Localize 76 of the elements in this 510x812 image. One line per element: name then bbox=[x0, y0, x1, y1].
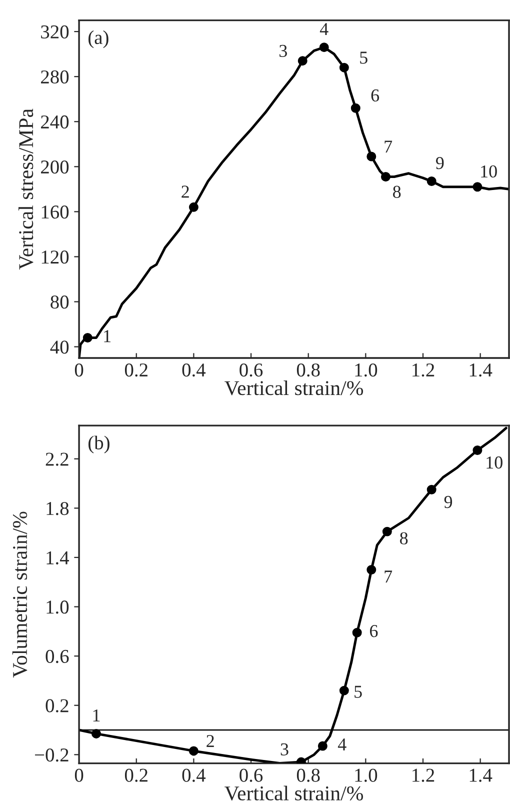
x-tick-label: 0.4 bbox=[182, 363, 206, 377]
x-tick-label: 1.0 bbox=[355, 768, 378, 782]
x-axis-title: Vertical strain/% bbox=[224, 786, 364, 801]
y-tick-label: 320 bbox=[41, 25, 69, 38]
point bbox=[426, 484, 436, 494]
x-tick-label: 0.2 bbox=[124, 768, 148, 782]
x-tick-label: 0 bbox=[74, 768, 84, 782]
annotation: 8 bbox=[393, 186, 401, 198]
x-axis-title: Vertical strain/% bbox=[224, 380, 364, 396]
y-tick-label: 0.2 bbox=[46, 699, 68, 712]
annotation: 1 bbox=[104, 330, 111, 342]
point bbox=[426, 176, 436, 186]
y-tick-label: 40 bbox=[50, 340, 69, 354]
point bbox=[92, 728, 101, 738]
x-tick-label: 0.6 bbox=[240, 363, 263, 377]
annotation: 3 bbox=[280, 44, 287, 58]
annotation: 2 bbox=[206, 735, 214, 747]
point bbox=[188, 202, 198, 212]
point bbox=[350, 103, 360, 113]
point bbox=[82, 333, 92, 343]
y-tick-label: 1.4 bbox=[46, 551, 70, 564]
y-axis-title: Vertical stress/MPa bbox=[18, 108, 34, 270]
annotation: (b) bbox=[88, 436, 110, 454]
point bbox=[319, 42, 329, 52]
annotation: 2 bbox=[182, 186, 189, 198]
y-tick-label: 200 bbox=[41, 160, 69, 174]
point bbox=[366, 565, 376, 575]
point bbox=[318, 741, 328, 751]
annotation: 6 bbox=[370, 625, 378, 638]
annotation: 3 bbox=[280, 743, 288, 756]
annotation: 7 bbox=[384, 140, 392, 153]
annotation: 1 bbox=[93, 709, 100, 722]
x-tick-label: 1.4 bbox=[470, 364, 492, 377]
annotation: 5 bbox=[354, 686, 362, 698]
point bbox=[472, 182, 482, 192]
point bbox=[188, 746, 198, 756]
y-tick-label: 160 bbox=[42, 205, 69, 219]
x-tick-label: 1.2 bbox=[412, 768, 434, 782]
x-tick-label: 1.2 bbox=[412, 363, 434, 377]
x-tick-label: 0.8 bbox=[296, 768, 320, 782]
annotation: 10 bbox=[481, 165, 497, 178]
point bbox=[382, 526, 392, 536]
y-tick-label: −0.2 bbox=[35, 748, 68, 762]
annotation: 4 bbox=[320, 23, 328, 35]
point bbox=[339, 686, 349, 696]
y-tick-label: 1.8 bbox=[46, 502, 69, 516]
x-tick-label: 0 bbox=[74, 363, 84, 377]
annotation: 9 bbox=[436, 157, 444, 170]
y-tick-label: 280 bbox=[41, 70, 69, 84]
point bbox=[472, 445, 482, 455]
y-tick-label: 2.2 bbox=[46, 452, 68, 466]
annotation: 9 bbox=[444, 496, 452, 508]
x-tick-label: 1.4 bbox=[470, 768, 492, 782]
annotation: 8 bbox=[400, 532, 408, 544]
x-tick-label: 0.6 bbox=[240, 768, 263, 782]
point bbox=[352, 628, 362, 638]
y-tick-label: 240 bbox=[41, 115, 69, 129]
y-tick-label: 120 bbox=[42, 250, 69, 264]
x-tick-label: 0.8 bbox=[296, 363, 320, 377]
point bbox=[298, 56, 308, 66]
y-tick-label: 1.0 bbox=[46, 600, 69, 614]
point bbox=[339, 62, 349, 72]
y-tick-label: 80 bbox=[50, 296, 69, 309]
x-tick-label: 0.2 bbox=[124, 363, 148, 377]
y-tick-label: 0.6 bbox=[46, 650, 69, 664]
annotation: 5 bbox=[360, 52, 368, 64]
annotation: 10 bbox=[486, 456, 502, 469]
annotation: (a) bbox=[88, 30, 108, 48]
annotation: 6 bbox=[371, 89, 380, 102]
y-axis-title: Volumetric strain/% bbox=[12, 512, 28, 678]
x-tick-label: 0.4 bbox=[182, 768, 206, 782]
annotation: 7 bbox=[384, 570, 392, 582]
point bbox=[380, 172, 390, 182]
annotation: 4 bbox=[338, 738, 346, 750]
x-tick-label: 1.0 bbox=[355, 363, 378, 377]
point bbox=[366, 152, 376, 162]
